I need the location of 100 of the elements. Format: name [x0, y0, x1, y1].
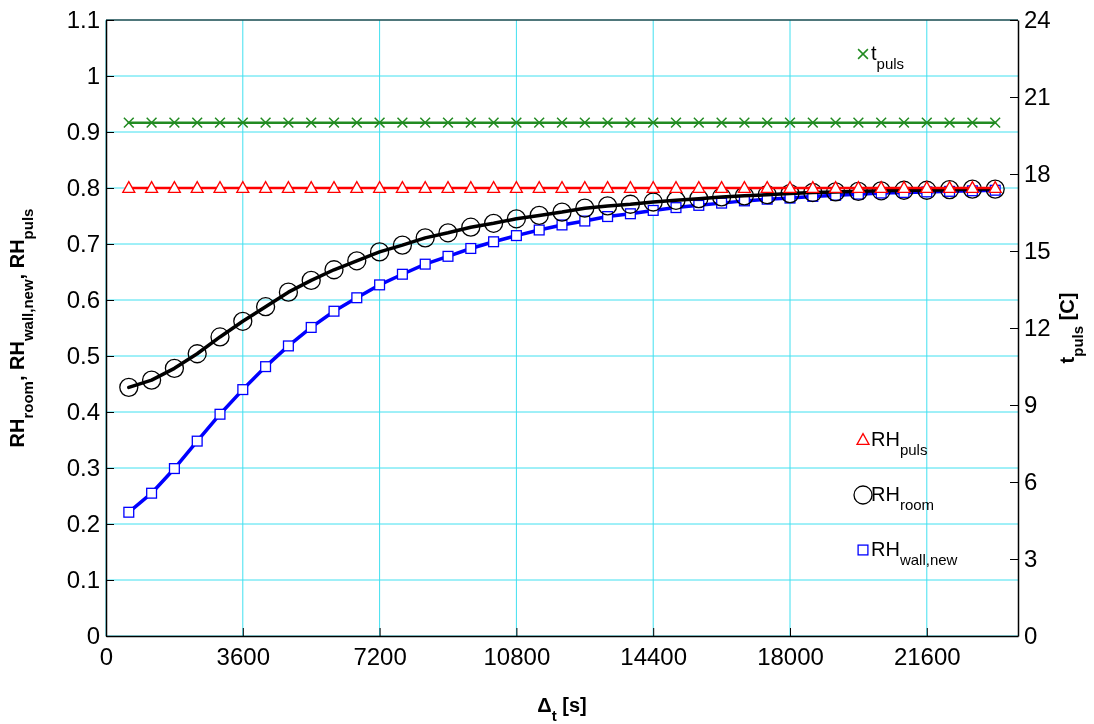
point — [556, 219, 568, 231]
point — [623, 180, 638, 194]
y-tick-label: 0.1 — [66, 566, 100, 594]
point — [666, 190, 686, 210]
point — [509, 180, 524, 194]
legend-label: RH$_{room}$ — [871, 483, 935, 513]
point — [737, 180, 752, 194]
point — [486, 180, 501, 194]
point — [461, 217, 481, 237]
point — [734, 186, 755, 206]
point — [575, 198, 595, 218]
point — [488, 236, 500, 248]
y-tick-label: 1 — [86, 62, 100, 90]
point — [669, 180, 683, 194]
point — [780, 183, 800, 204]
point — [214, 408, 226, 420]
x-tick-label: 3600 — [216, 643, 270, 671]
x-axis-title: Δ$_{t}$ [s] — [537, 694, 587, 724]
point — [260, 361, 272, 373]
point — [600, 180, 615, 194]
point — [711, 187, 732, 207]
x-tick-label: 7200 — [353, 643, 407, 671]
point — [282, 340, 294, 352]
legend-label: RH$_{puls}$ — [871, 428, 928, 458]
point — [301, 270, 321, 291]
y-tick-label: 0 — [86, 622, 100, 650]
y2-tick-label: 24 — [1024, 6, 1051, 34]
y2-tick-label: 18 — [1024, 160, 1051, 188]
y-tick-label: 0.9 — [66, 118, 100, 146]
point — [210, 327, 230, 347]
point — [714, 180, 729, 194]
point — [237, 384, 249, 396]
point — [374, 279, 386, 291]
point — [985, 179, 1005, 199]
y-tick-label: 1.1 — [66, 6, 100, 34]
point — [689, 188, 709, 209]
y2-tick-label: 12 — [1024, 314, 1051, 342]
point — [347, 251, 367, 271]
y-tick-label: 0.2 — [66, 510, 100, 538]
point — [803, 182, 823, 203]
y2-tick-label: 0 — [1024, 622, 1038, 650]
point — [555, 180, 569, 194]
legend-label: RH$_{wall,new}$ — [871, 538, 958, 568]
point — [552, 202, 572, 222]
point — [506, 209, 527, 229]
point — [369, 242, 390, 262]
point — [646, 180, 660, 194]
point — [395, 180, 410, 194]
point — [465, 242, 477, 255]
point — [392, 235, 413, 255]
point — [258, 180, 273, 194]
point — [187, 344, 207, 364]
point — [418, 180, 432, 194]
point — [304, 180, 318, 194]
point — [191, 435, 203, 447]
y-tick-label: 0.8 — [66, 174, 100, 202]
y2-tick-label: 9 — [1024, 391, 1038, 419]
point — [350, 180, 364, 194]
y-tick-label: 0.4 — [66, 398, 100, 426]
y-tick-label: 0.3 — [66, 454, 100, 482]
point — [532, 180, 546, 194]
point — [597, 196, 618, 216]
point — [213, 180, 227, 194]
x-tick-label: 10800 — [483, 643, 551, 671]
point — [415, 228, 435, 248]
point — [692, 180, 706, 194]
y-tick-label: 0.7 — [66, 230, 100, 258]
x-tick-label: 21600 — [893, 643, 961, 671]
point — [324, 260, 344, 280]
point — [894, 180, 914, 200]
point — [351, 292, 363, 304]
point — [236, 180, 250, 194]
point — [578, 180, 592, 194]
point — [419, 258, 431, 270]
point — [939, 180, 960, 200]
point — [533, 224, 545, 236]
point — [168, 463, 180, 475]
point — [167, 180, 182, 194]
legend-label: t$_{puls}$ — [871, 42, 905, 72]
y-tick-label: 0.6 — [66, 286, 100, 314]
point — [760, 180, 774, 194]
point — [510, 230, 522, 242]
point — [757, 185, 777, 205]
point — [372, 180, 387, 194]
point — [620, 194, 641, 214]
point — [396, 268, 408, 280]
point — [529, 205, 549, 226]
point — [962, 179, 983, 199]
point — [278, 282, 299, 302]
point — [144, 180, 159, 194]
y2-tick-label: 3 — [1024, 545, 1038, 573]
point — [328, 305, 340, 317]
x-tick-label: 18000 — [757, 643, 824, 671]
y2-tick-label: 21 — [1024, 83, 1051, 111]
point — [119, 377, 139, 398]
x-tick-label: 14400 — [620, 643, 688, 671]
point — [442, 250, 454, 262]
y2-tick-label: 15 — [1024, 237, 1051, 265]
point — [122, 180, 136, 194]
point — [281, 180, 296, 194]
